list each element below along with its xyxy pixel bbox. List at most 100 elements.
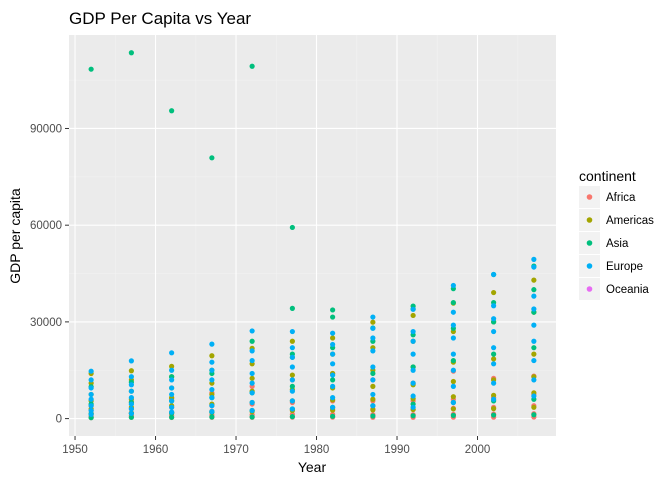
data-point [128,358,134,364]
major-gridlines [69,35,556,436]
data-point [531,277,537,283]
data-point [289,224,295,231]
data-point [249,414,255,420]
data-point [491,380,497,386]
data-point [330,307,336,313]
data-point [491,412,497,418]
data-point [249,63,255,69]
data-point [289,338,295,344]
x-tick-label: 1990 [384,444,410,456]
x-tick-label: 1980 [304,444,330,456]
data-point [289,406,295,412]
data-point [370,364,376,370]
data-point [450,383,456,389]
data-point [370,314,376,320]
data-point [88,377,94,383]
data-point [249,338,255,344]
data-point [88,396,94,402]
data-point [450,351,456,357]
x-axis-ticks: 1950 1960 1970 1980 1990 2000 [62,436,490,456]
data-point [410,351,416,357]
data-point [410,413,416,419]
data-point [450,357,456,364]
data-point [410,312,416,319]
legend: continent Africa Americas Asia Europe Oceani… [579,168,654,300]
data-point [209,386,215,393]
y-tick-label: 30000 [30,317,62,329]
data-point [531,293,537,299]
data-point [289,345,295,351]
data-point [249,370,255,377]
data-point [330,361,336,367]
data-point [249,399,255,406]
legend-key-point [586,194,593,200]
data-point [410,380,416,386]
data-point [330,413,336,419]
legend-title: continent [579,168,636,184]
data-point [370,325,376,331]
legend-key-point [586,217,593,223]
data-point [209,359,215,365]
data-point [370,383,376,389]
data-point [249,348,255,354]
data-point [330,372,336,378]
data-points [88,50,537,421]
data-point [491,345,497,351]
data-point [249,380,255,386]
legend-item-africa: Africa [579,186,636,208]
data-point [450,406,456,412]
data-point [370,407,376,413]
data-point [128,382,134,388]
y-tick-label: 0 [56,414,62,426]
data-point [410,404,416,410]
data-point [410,393,416,399]
data-point [169,391,175,398]
data-point [491,396,497,402]
data-point [128,50,134,56]
data-point [491,392,497,398]
x-tick-label: 1950 [62,444,88,456]
data-point [169,108,175,114]
data-point [169,414,175,420]
data-point [209,403,215,409]
data-point [370,335,376,341]
data-point [169,350,175,356]
data-point [330,330,336,336]
legend-label: Asia [606,238,629,250]
data-point [330,341,336,348]
y-axis-title: GDP per capita [7,188,23,284]
data-point [249,390,255,396]
data-point [450,282,456,289]
data-point [491,356,497,362]
data-point [289,383,295,389]
data-point [88,368,94,374]
legend-label: Africa [606,192,636,204]
legend-label: Europe [606,261,643,273]
y-tick-label: 90000 [30,123,62,135]
data-point [330,314,336,320]
data-point [450,394,456,400]
data-point [330,377,336,383]
data-point [209,155,215,161]
data-point [531,338,537,344]
data-point [128,374,134,380]
data-point [169,404,175,410]
data-point [249,328,255,334]
data-point [491,328,497,335]
legend-item-americas: Americas [579,209,654,231]
data-point [128,401,134,407]
data-point [491,271,497,278]
data-point [531,412,537,418]
data-point [370,403,376,409]
data-point [450,309,456,315]
data-point [531,322,537,328]
data-point [249,375,255,381]
data-point [531,393,537,399]
data-point [330,395,336,401]
data-point [410,328,416,335]
data-point [88,403,94,409]
data-point [88,391,94,398]
data-point [370,370,376,377]
data-point [289,328,295,335]
